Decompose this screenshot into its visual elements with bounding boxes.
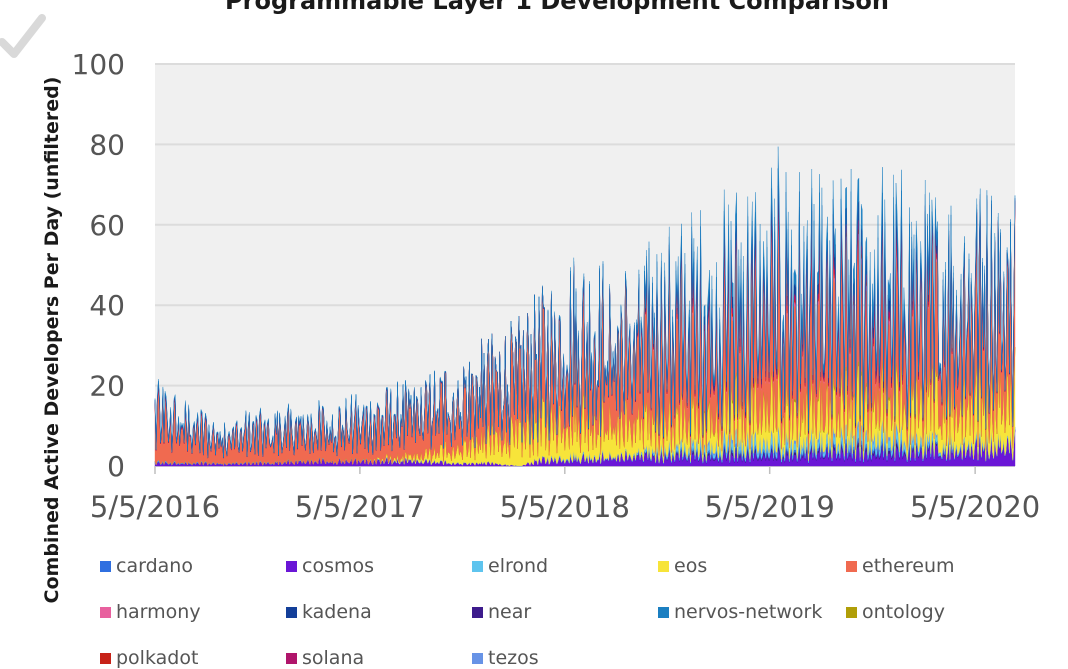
legend-item-eos[interactable]: eos (658, 555, 707, 577)
x-tick-label: 5/5/2018 (500, 490, 630, 524)
legend-item-harmony[interactable]: harmony (100, 601, 201, 623)
legend-item-ethereum[interactable]: ethereum (846, 555, 955, 577)
x-tick-label: 5/5/2020 (910, 490, 1040, 524)
y-tick-label: 40 (89, 289, 125, 322)
legend-item-kadena[interactable]: kadena (286, 601, 372, 623)
y-tick-label: 0 (107, 450, 125, 483)
legend-swatch (658, 560, 669, 572)
legend-swatch (846, 606, 857, 618)
legend-label: cardano (116, 555, 193, 577)
legend-label: cosmos (302, 555, 375, 577)
legend-swatch (846, 560, 857, 572)
legend-swatch (658, 606, 669, 618)
legend-swatch (286, 652, 297, 664)
chart-title: Programmable Layer 1 Development Compari… (225, 0, 889, 15)
plot-area: 0 20 40 60 80 100 5/5/2016 5/5/2017 5/5/2018 5/5/… (72, 48, 1041, 524)
legend-item-tezos[interactable]: tezos (472, 647, 539, 669)
y-tick-label: 60 (89, 209, 125, 242)
y-tick-label: 20 (89, 370, 125, 403)
legend-item-cardano[interactable]: cardano (100, 555, 193, 577)
legend-swatch (286, 606, 297, 618)
x-tick-label: 5/5/2019 (705, 490, 835, 524)
legend-label: elrond (488, 555, 549, 577)
area-series-nervos-network (154, 146, 1016, 458)
legend-label: solana (302, 647, 365, 669)
legend-swatch (100, 606, 111, 618)
legend-item-cosmos[interactable]: cosmos (286, 555, 374, 577)
legend-item-nervos-network[interactable]: nervos-network (658, 601, 822, 623)
legend-label: ethereum (862, 555, 955, 577)
legend-item-ontology[interactable]: ontology (846, 601, 945, 623)
legend-item-polkadot[interactable]: polkadot (100, 647, 198, 669)
legend-label: kadena (302, 601, 372, 623)
x-tick-label: 5/5/2017 (295, 490, 425, 524)
legend-swatch (472, 560, 483, 572)
legend-label: harmony (116, 601, 201, 623)
legend-swatch (100, 652, 111, 664)
legend-swatch (286, 560, 297, 572)
legend-label: ontology (862, 601, 945, 623)
y-tick-label: 100 (72, 48, 125, 81)
legend-label: eos (674, 555, 708, 577)
legend-label: near (488, 601, 532, 623)
x-tick-label: 5/5/2016 (90, 490, 220, 524)
legend-swatch (472, 652, 483, 664)
y-tick-label: 80 (89, 128, 125, 161)
legend-swatch (100, 560, 111, 572)
legend-item-elrond[interactable]: elrond (472, 555, 548, 577)
legend-item-solana[interactable]: solana (286, 647, 364, 669)
watermark-check-icon (0, 14, 48, 58)
legend-label: nervos-network (674, 601, 823, 623)
legend-label: tezos (488, 647, 539, 669)
legend-item-near[interactable]: near (472, 601, 531, 623)
legend-label: polkadot (116, 647, 199, 669)
legend-swatch (472, 606, 483, 618)
